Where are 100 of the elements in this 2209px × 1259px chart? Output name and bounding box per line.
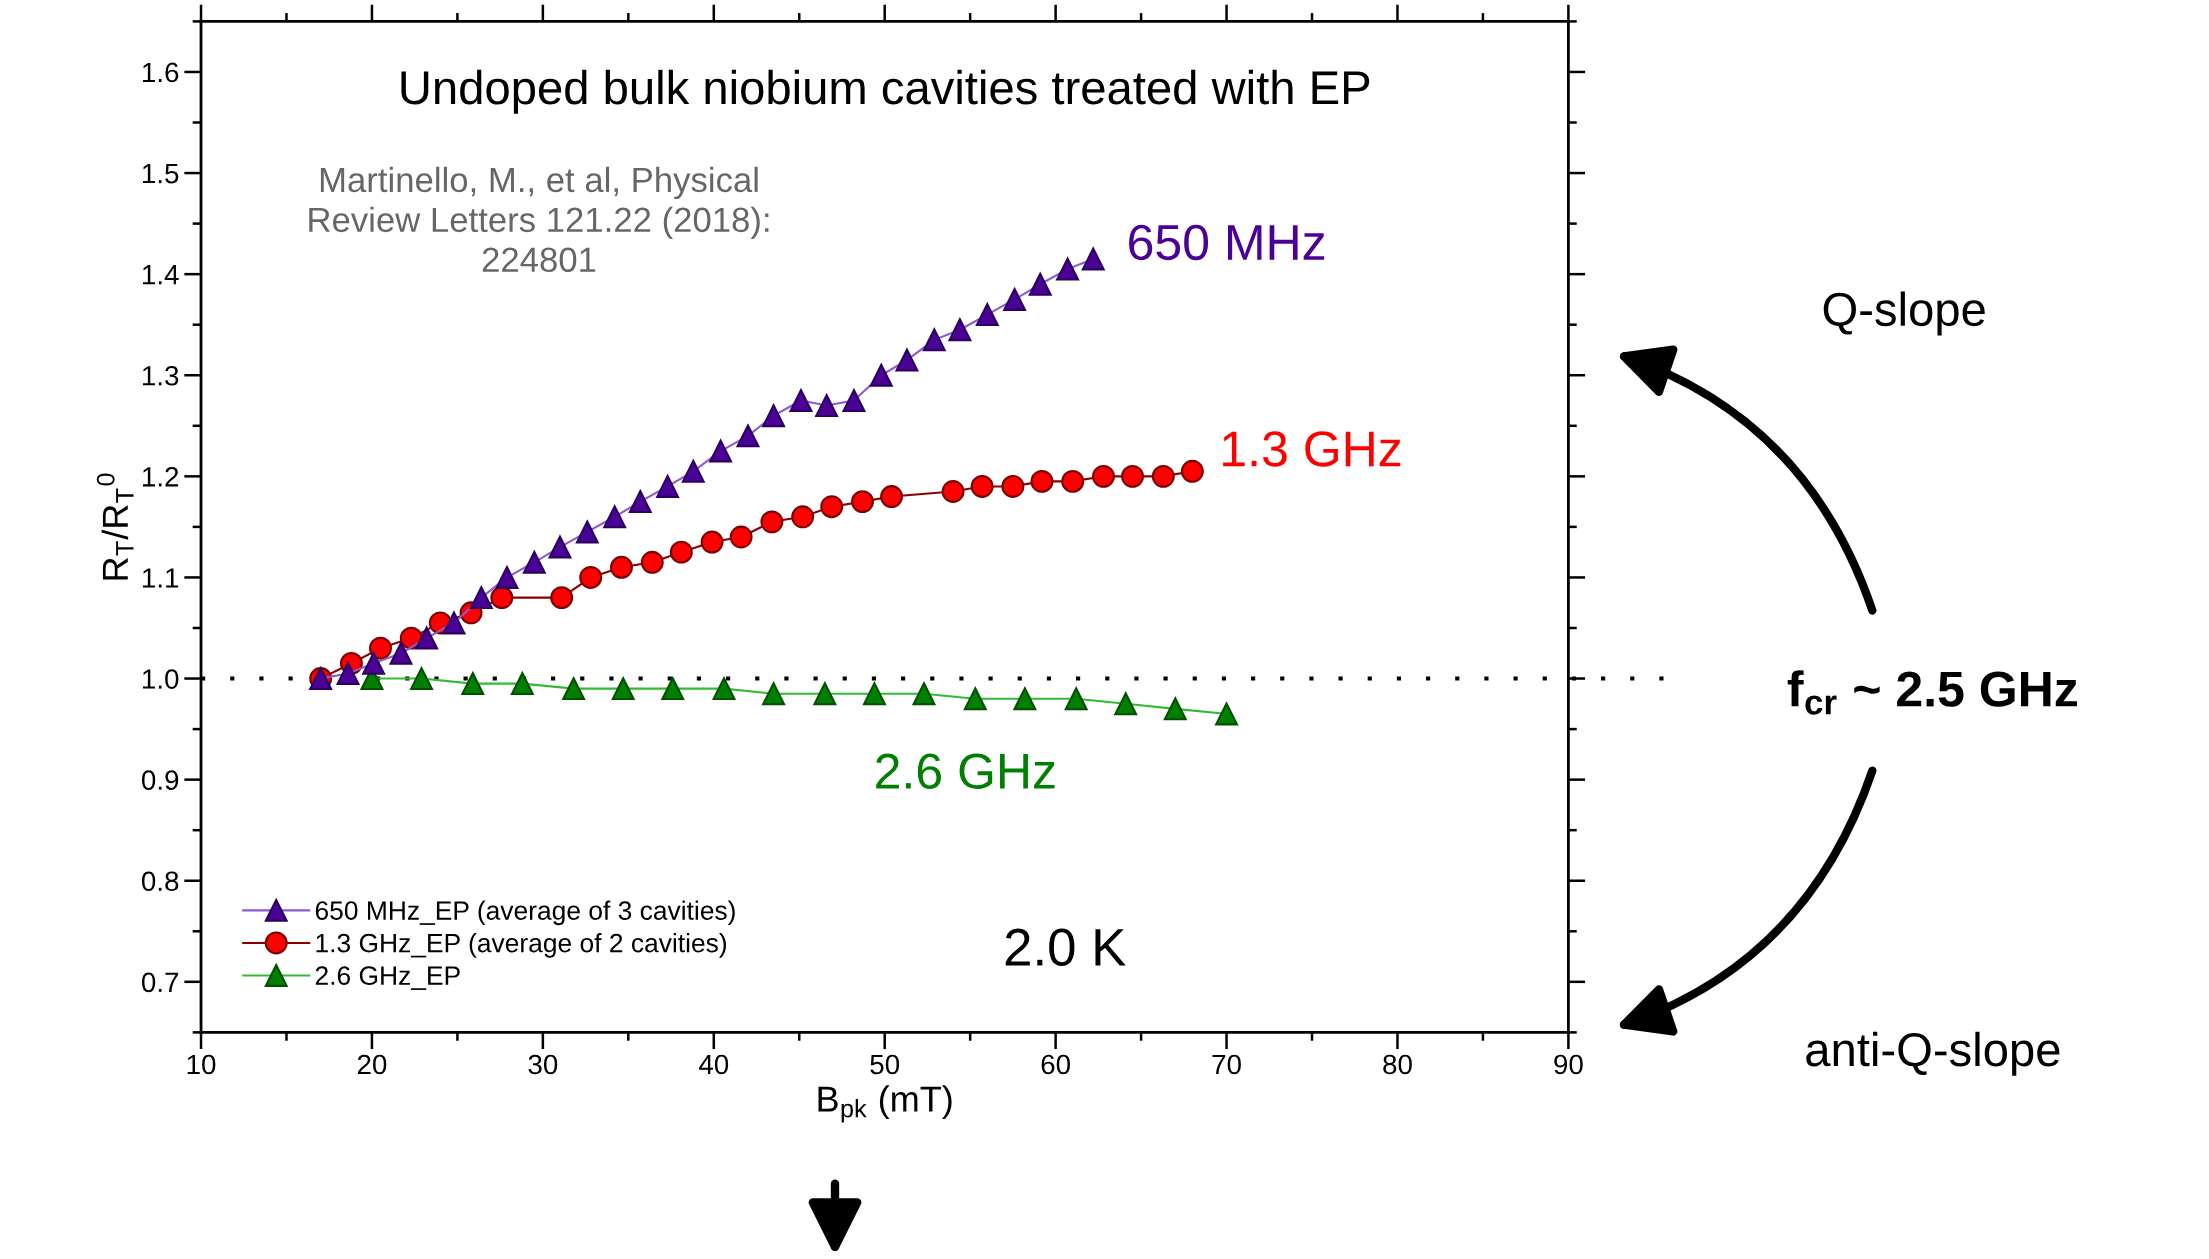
point <box>815 394 839 418</box>
y-tick-label: 1.3 <box>143 365 179 386</box>
annotation: Martinello, M., et al, Physical Review Letters 121.22 (2018): 224801 <box>309 166 769 273</box>
point <box>1151 464 1175 488</box>
legend-label: 2.6 GHz_EP <box>315 966 460 990</box>
y-tick-label: 1.4 <box>143 265 179 285</box>
point <box>548 535 572 559</box>
x-tick-label: 70 <box>1212 1054 1241 1075</box>
point <box>669 540 693 564</box>
point <box>579 565 603 589</box>
point <box>789 389 813 412</box>
point <box>415 626 439 650</box>
y-tick-label: 0.7 <box>141 972 179 993</box>
text: Undoped bulk niobium cavities treated with EP <box>401 69 1370 114</box>
point <box>656 475 680 498</box>
point <box>760 510 784 534</box>
point <box>495 565 519 589</box>
x-tick-label: 20 <box>357 1054 387 1075</box>
point <box>922 328 946 352</box>
point <box>336 662 360 685</box>
x-tick-label: 30 <box>528 1054 558 1075</box>
legend-label: 650 MHz_EP (average of 3 cavities) <box>315 900 735 926</box>
y-tick-label: 1.1 <box>143 568 179 588</box>
point <box>611 677 635 701</box>
point <box>712 677 736 701</box>
point <box>1030 469 1054 493</box>
point <box>941 480 965 503</box>
point <box>661 677 685 701</box>
point <box>813 682 837 706</box>
point <box>681 459 705 483</box>
text: anti-Q-slope <box>1806 1031 2060 1076</box>
point <box>880 485 903 509</box>
point <box>550 586 574 610</box>
text: f$_{cr}$ ~ 2.5 GHz <box>1787 670 2077 715</box>
point <box>362 651 386 675</box>
annotation: 650 MHz <box>1129 224 1325 261</box>
annotation: 2.6 GHz <box>876 753 1055 789</box>
x-tick-label: 60 <box>1041 1054 1070 1075</box>
point <box>1001 475 1025 498</box>
y-tick-label: 1.0 <box>143 669 179 689</box>
point <box>729 525 753 549</box>
legend-label: 1.3 GHz_EP (average of 2 cavities) <box>316 933 727 958</box>
x-axis-title: B$_{pk}$ (mT) <box>818 1085 952 1123</box>
point <box>791 505 815 529</box>
point <box>970 475 994 498</box>
point <box>1061 469 1085 493</box>
point <box>1081 247 1105 271</box>
point <box>1092 464 1115 488</box>
annotation: 2.0 K <box>1005 928 1126 966</box>
point <box>869 363 893 387</box>
point <box>912 682 936 706</box>
x-tick-label: 40 <box>698 1054 729 1075</box>
point <box>628 490 652 514</box>
x-tick-label: 10 <box>187 1054 216 1075</box>
point <box>1056 257 1080 281</box>
point <box>1114 692 1138 716</box>
point <box>442 611 466 635</box>
point <box>895 348 919 372</box>
point <box>1013 687 1037 711</box>
y-tick-label: 1.5 <box>143 164 179 184</box>
point <box>1003 287 1027 311</box>
point <box>1121 464 1144 488</box>
point <box>490 586 514 610</box>
y-tick-label: 1.6 <box>143 62 179 83</box>
point <box>562 677 586 701</box>
point <box>575 520 599 544</box>
point <box>820 495 844 519</box>
y-tick-label: 0.9 <box>141 770 179 790</box>
point <box>842 389 866 412</box>
x-tick-label: 80 <box>1383 1054 1412 1075</box>
x-tick-label: 50 <box>870 1054 900 1075</box>
point <box>762 682 786 706</box>
point <box>975 303 999 327</box>
point <box>522 550 546 574</box>
point <box>762 404 786 428</box>
point <box>1180 459 1204 483</box>
point <box>1028 272 1052 296</box>
x-tick-label: 90 <box>1554 1054 1583 1075</box>
point <box>851 490 874 514</box>
point <box>1064 687 1088 711</box>
y-tick-label: 0.8 <box>141 871 179 892</box>
text: Q-slope <box>1823 291 1985 336</box>
point <box>603 505 627 529</box>
point <box>610 555 633 579</box>
point <box>1215 702 1238 726</box>
point <box>389 641 413 665</box>
y-axis-title: R$_{T}$/R$_{T}$$^{0}$ <box>96 473 134 580</box>
point <box>510 672 534 696</box>
point <box>469 586 493 610</box>
point <box>963 687 987 711</box>
point <box>369 636 392 660</box>
y-tick-label: 1.2 <box>143 467 179 487</box>
point <box>461 672 485 696</box>
point <box>1163 697 1187 721</box>
point <box>410 667 433 690</box>
point <box>700 530 724 554</box>
annotation: 1.3 GHz <box>1223 431 1401 467</box>
point <box>640 550 664 574</box>
point <box>948 318 972 342</box>
point <box>862 682 886 706</box>
